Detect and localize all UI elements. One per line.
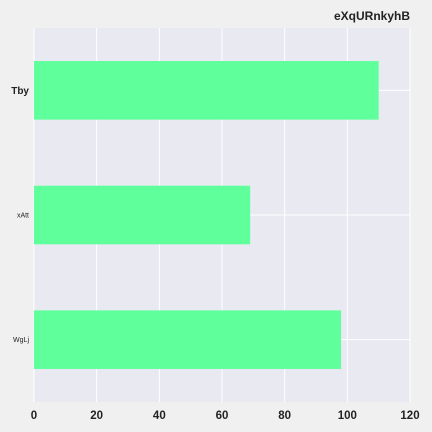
chart-title: eXqURnkyhB bbox=[334, 9, 410, 23]
x-tick-label: 100 bbox=[338, 410, 357, 422]
category-label: WgLj bbox=[13, 337, 29, 344]
x-tick-label: 0 bbox=[31, 410, 37, 422]
bar-xAtt bbox=[34, 185, 251, 245]
x-tick-labels: 0 20 40 60 80 100 120 bbox=[31, 410, 420, 422]
x-tick-label: 60 bbox=[216, 410, 229, 422]
x-tick-label: 40 bbox=[153, 410, 166, 422]
x-tick-label: 120 bbox=[400, 410, 419, 422]
bar-WgLj bbox=[34, 310, 342, 369]
x-tick-label: 80 bbox=[278, 410, 291, 422]
bars bbox=[34, 61, 379, 369]
bar-Tby bbox=[34, 61, 379, 120]
category-label: xAtt bbox=[17, 212, 29, 219]
x-tick-label: 20 bbox=[90, 410, 103, 422]
category-label: Tby bbox=[11, 86, 29, 97]
y-tick-labels: Tby xAtt WgLj bbox=[11, 86, 29, 344]
